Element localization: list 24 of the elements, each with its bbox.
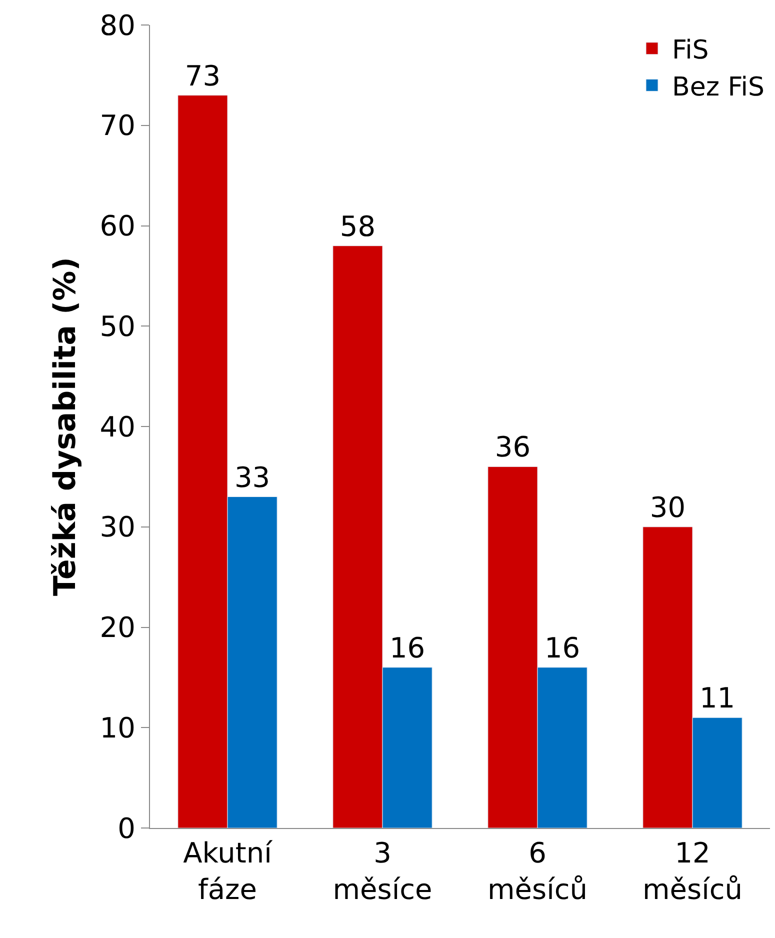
y-tick-label: 50 bbox=[100, 310, 136, 343]
legend-label: Bez FiS bbox=[672, 72, 765, 102]
y-tick-label: 40 bbox=[100, 410, 136, 444]
legend-label: FiS bbox=[672, 36, 709, 66]
y-tick-label: 80 bbox=[100, 8, 136, 42]
y-tick-label: 0 bbox=[118, 812, 136, 845]
data-label: 16 bbox=[389, 631, 426, 664]
data-label: 11 bbox=[699, 682, 736, 715]
data-label: 16 bbox=[544, 631, 580, 664]
y-axis-title: Těžká dysabilita (%) bbox=[48, 257, 83, 596]
x-tick-label: 6 měsíců bbox=[487, 836, 588, 906]
data-label: 36 bbox=[494, 430, 531, 464]
x-tick-label: 3 měsíce bbox=[332, 836, 432, 906]
data-label: 30 bbox=[650, 490, 686, 524]
y-tick-label: 30 bbox=[100, 510, 136, 544]
y-tick-label: 70 bbox=[100, 109, 136, 142]
data-label: 73 bbox=[184, 59, 221, 92]
x-tick-label: Akutní fáze bbox=[183, 836, 274, 906]
data-label: 58 bbox=[340, 210, 376, 243]
x-tick-label: 12 měsíců bbox=[642, 836, 743, 906]
y-tick-label: 10 bbox=[100, 711, 136, 744]
y-tick-label: 60 bbox=[100, 210, 136, 243]
data-label: 33 bbox=[234, 460, 270, 494]
y-tick-label: 20 bbox=[100, 611, 136, 644]
